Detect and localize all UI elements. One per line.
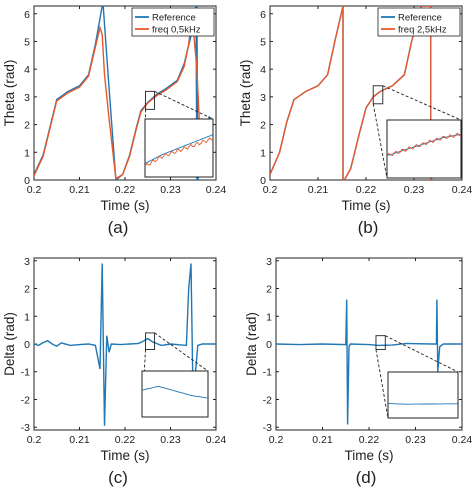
zoom-inset [386, 119, 462, 179]
legend-label: freq 0,5kHz [152, 25, 201, 36]
y-tick-label: -1 [21, 367, 30, 379]
zoom-region-box [145, 332, 156, 350]
x-tick-label: 0.23 [160, 184, 181, 196]
y-tick-label: -2 [21, 394, 30, 406]
x-tick-label: 0.2 [27, 184, 42, 196]
y-tick-label: 3 [266, 256, 272, 268]
x-tick-label: 0.24 [452, 434, 473, 446]
series-line-delta [34, 263, 216, 426]
y-tick-label: 5 [260, 36, 266, 48]
legend-label: Reference [152, 13, 196, 24]
zoom-connector-line [385, 335, 459, 373]
zoom-inset [387, 371, 459, 419]
y-tick-label: 0 [266, 339, 272, 351]
zoom-connector-line [382, 85, 462, 121]
zoom-connector-line [154, 332, 209, 372]
y-tick-label: -1 [263, 367, 272, 379]
x-tick-label: 0.22 [356, 184, 377, 196]
zoom-connector-line [372, 103, 388, 179]
x-tick-label: 0.23 [405, 434, 426, 446]
zoom-region-box [375, 335, 386, 350]
panel-d: 0.2 0.21 0.22 0.23 0.24 -3 -2 -1 0 1 2 3 Time (s) Del… [244, 256, 472, 487]
x-tick-label: 0.21 [69, 434, 90, 446]
y-tick-label: 1 [24, 147, 30, 159]
y-tick-label: 1 [266, 311, 272, 323]
zoom-connector-line [375, 349, 389, 419]
legend-label: Reference [398, 13, 442, 24]
zoom-inset [141, 370, 209, 418]
zoom-connector-line [154, 90, 214, 120]
x-tick-label: 0.2 [27, 434, 42, 446]
y-tick-label: 5 [24, 36, 30, 48]
y-tick-label: 2 [260, 120, 266, 132]
y-tick-label: 3 [24, 92, 30, 104]
x-tick-label: 0.23 [404, 184, 425, 196]
panel-label: (a) [108, 218, 129, 237]
x-tick-label: 0.23 [160, 434, 181, 446]
zoom-region-box [372, 85, 384, 105]
panel-label: (b) [358, 218, 379, 237]
y-axis-label: Theta (rad) [2, 60, 17, 127]
y-tick-label: 0 [260, 175, 266, 187]
y-tick-label: 6 [260, 9, 266, 21]
y-axis-label: Theta (rad) [238, 60, 253, 127]
inset-series-line [387, 132, 461, 157]
y-tick-label: 0 [24, 339, 30, 351]
legend-box [131, 7, 215, 37]
legend-box [377, 7, 461, 37]
y-tick-label: 4 [260, 64, 266, 76]
x-axis-label: Time (s) [342, 198, 391, 213]
panel-label: (d) [356, 468, 377, 487]
zoom-region-box [145, 90, 156, 110]
inset-series-line [388, 403, 458, 405]
y-tick-label: 0 [24, 175, 30, 187]
x-tick-label: 0.21 [308, 184, 329, 196]
panel-label: (c) [108, 468, 128, 487]
panel-a: 0.2 0.21 0.22 0.23 0.24 0 1 2 3 4 5 6 Referencefreq … [2, 5, 227, 237]
x-tick-label: 0.24 [206, 184, 227, 196]
x-tick-label: 0.24 [206, 434, 227, 446]
x-axis-label: Time (s) [101, 448, 150, 463]
x-tick-label: 0.2 [263, 184, 278, 196]
x-axis-label: Time (s) [101, 198, 150, 213]
y-axis-label: Delta (rad) [244, 312, 259, 376]
x-tick-label: 0.24 [452, 184, 473, 196]
series-line-delta [276, 299, 462, 425]
series-line-freq-2-5khz [270, 6, 451, 180]
y-tick-label: 1 [260, 147, 266, 159]
y-tick-label: -2 [263, 394, 272, 406]
y-tick-label: 1 [24, 311, 30, 323]
y-tick-label: 6 [24, 9, 30, 21]
y-axis-label: Delta (rad) [2, 312, 17, 376]
x-tick-label: 0.21 [312, 434, 333, 446]
y-tick-label: 3 [260, 92, 266, 104]
x-tick-label: 0.22 [115, 184, 136, 196]
inset-series-line [142, 385, 208, 399]
y-tick-label: -3 [21, 422, 30, 434]
inset-series-line [145, 137, 213, 167]
y-tick-label: 3 [24, 256, 30, 268]
y-tick-label: 4 [24, 64, 30, 76]
x-tick-label: 0.21 [69, 184, 90, 196]
y-tick-label: 2 [24, 284, 30, 296]
panel-b: 0.2 0.21 0.22 0.23 0.24 0 1 2 3 4 5 6 Referencefreq … [238, 5, 473, 237]
y-tick-label: -3 [263, 422, 272, 434]
inset-series-line [145, 134, 213, 164]
legend-label: freq 2,5kHz [398, 25, 447, 36]
y-tick-label: 2 [24, 120, 30, 132]
x-tick-label: 0.22 [359, 434, 380, 446]
y-tick-label: 2 [266, 284, 272, 296]
panel-c: 0.2 0.21 0.22 0.23 0.24 -3 -2 -1 0 1 2 3 Time (s) Del… [2, 256, 226, 487]
x-axis-label: Time (s) [345, 448, 394, 463]
x-tick-label: 0.22 [115, 434, 136, 446]
x-tick-label: 0.2 [269, 434, 284, 446]
